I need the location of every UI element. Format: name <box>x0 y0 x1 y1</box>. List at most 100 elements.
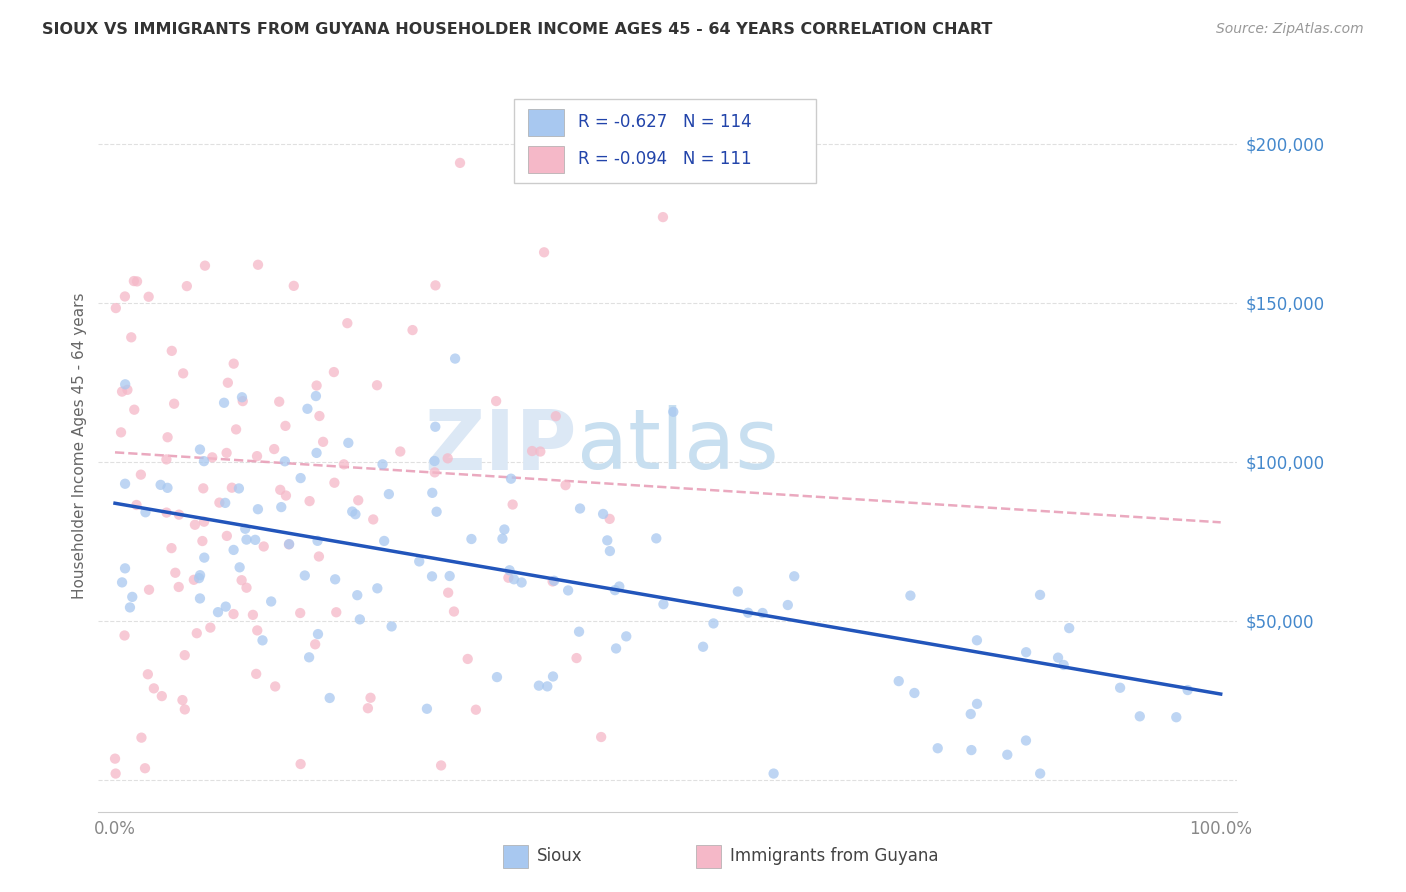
Point <box>222 357 245 371</box>
Point <box>225 422 247 436</box>
Point <box>222 543 245 558</box>
Point <box>193 550 215 565</box>
Point <box>136 667 159 681</box>
Point <box>349 612 371 626</box>
Point <box>333 458 356 472</box>
Point <box>1109 681 1132 695</box>
Point <box>274 489 297 503</box>
Point <box>297 401 319 416</box>
Point <box>207 605 229 619</box>
Point <box>529 444 551 458</box>
Point <box>959 706 981 721</box>
Point <box>425 419 447 434</box>
Point <box>308 409 330 423</box>
Point <box>156 481 179 495</box>
Point <box>1129 709 1152 723</box>
Point <box>117 383 139 397</box>
Point <box>252 633 274 648</box>
Point <box>464 703 486 717</box>
Point <box>378 487 401 501</box>
Point <box>416 702 439 716</box>
Point <box>510 575 533 590</box>
Point <box>360 690 382 705</box>
Point <box>269 483 291 497</box>
Point <box>176 279 198 293</box>
Point <box>215 529 238 543</box>
Point <box>439 569 461 583</box>
Point <box>502 498 524 512</box>
Point <box>903 686 925 700</box>
Point <box>246 449 269 463</box>
FancyBboxPatch shape <box>503 845 527 868</box>
Point <box>283 278 305 293</box>
Point <box>160 343 183 358</box>
Point <box>607 580 630 594</box>
Point <box>312 434 335 449</box>
FancyBboxPatch shape <box>696 845 721 868</box>
Point <box>269 394 291 409</box>
Text: R = -0.627   N = 114: R = -0.627 N = 114 <box>578 113 751 131</box>
FancyBboxPatch shape <box>527 145 564 172</box>
Y-axis label: Householder Income Ages 45 - 64 years: Householder Income Ages 45 - 64 years <box>72 293 87 599</box>
Point <box>200 621 222 635</box>
Point <box>361 512 384 526</box>
Point <box>298 494 321 508</box>
Point <box>536 679 558 693</box>
Point <box>342 504 364 518</box>
Point <box>193 515 215 529</box>
Point <box>373 533 395 548</box>
Point <box>201 450 224 465</box>
Point <box>1057 621 1080 635</box>
Point <box>457 652 479 666</box>
Point <box>104 766 127 780</box>
Point <box>188 571 211 585</box>
Point <box>1029 588 1052 602</box>
Point <box>337 435 360 450</box>
Point <box>167 580 190 594</box>
Point <box>263 442 285 456</box>
Point <box>160 541 183 555</box>
Point <box>278 537 301 551</box>
Point <box>193 481 215 495</box>
Point <box>966 697 988 711</box>
Point <box>125 274 148 288</box>
Point <box>290 471 312 485</box>
Point <box>322 365 344 379</box>
Point <box>520 444 543 458</box>
Point <box>305 378 328 392</box>
Point <box>274 418 297 433</box>
Point <box>186 626 208 640</box>
Point <box>346 588 368 602</box>
Point <box>191 534 214 549</box>
Point <box>702 616 724 631</box>
Point <box>569 501 592 516</box>
Point <box>308 549 330 564</box>
Point <box>134 505 156 519</box>
Point <box>111 384 134 399</box>
Point <box>783 569 806 583</box>
Point <box>253 540 276 554</box>
Point <box>242 607 264 622</box>
Point <box>155 506 177 520</box>
Point <box>131 731 153 745</box>
Point <box>194 259 217 273</box>
Point <box>568 624 591 639</box>
Point <box>260 594 283 608</box>
Point <box>533 245 555 260</box>
Point <box>645 532 668 546</box>
Point <box>114 377 136 392</box>
Point <box>150 689 173 703</box>
Point <box>357 701 380 715</box>
Point <box>371 458 394 472</box>
Point <box>366 582 388 596</box>
Point <box>592 507 614 521</box>
Point <box>498 571 520 585</box>
Point <box>344 507 367 521</box>
Point <box>274 454 297 468</box>
Point <box>298 650 321 665</box>
Point <box>231 390 253 404</box>
Point <box>304 637 326 651</box>
Point <box>544 409 567 424</box>
Point <box>215 446 238 460</box>
Point <box>323 572 346 586</box>
